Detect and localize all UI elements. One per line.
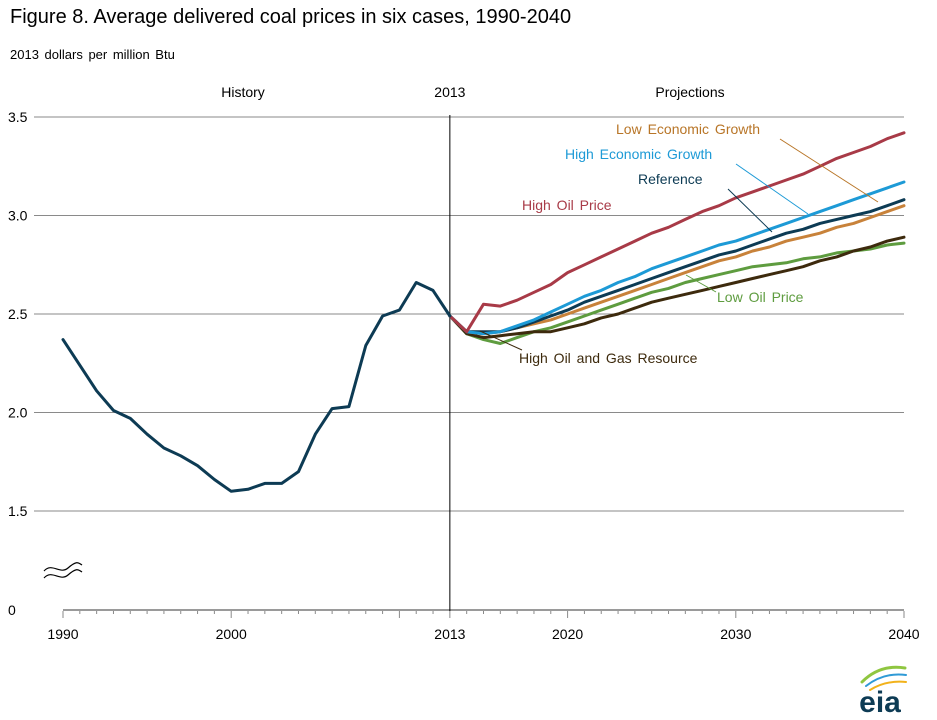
- logo-swoosh-yellow: [869, 680, 907, 691]
- chart-title: Figure 8. Average delivered coal prices …: [10, 6, 572, 28]
- x-tick-label: 2020: [552, 626, 583, 642]
- x-tick-label: 2000: [216, 626, 247, 642]
- series-labels: Low Economic Growth High Economic Growth R…: [479, 121, 879, 366]
- leader-line-low-oil-price: [685, 274, 717, 293]
- leader-line-reference: [727, 188, 773, 233]
- x-tick-label: 2030: [720, 626, 751, 642]
- logo-text: eia: [859, 686, 901, 719]
- y-tick-label: 2.5: [8, 306, 28, 322]
- series-line-history: [61, 281, 452, 493]
- series-label-high-oil-price: High Oil Price: [522, 197, 612, 213]
- x-tick-label: 2013: [434, 626, 465, 642]
- y-axis-ticks: 0 1.5 2.0 2.5 3.0 3.5: [8, 109, 28, 618]
- y-axis-unit-label: 2013 dollars per million Btu: [10, 47, 175, 62]
- x-tick-label: 1990: [47, 626, 78, 642]
- projections-label: Projections: [655, 84, 724, 100]
- logo-swoosh-green: [860, 665, 907, 684]
- eia-logo: eia: [859, 665, 907, 719]
- series-line-high-oil-price: [448, 131, 906, 334]
- series-label-high-economic-growth: High Economic Growth: [565, 146, 712, 162]
- y-tick-label: 2.0: [8, 405, 28, 421]
- y-tick-label: 3.0: [8, 208, 28, 224]
- leader-line-high-oil-and-gas-resource: [479, 330, 523, 351]
- y-tick-label: 0: [8, 602, 16, 618]
- x-axis: 1990 2000 2013 2020 2030 2040: [47, 609, 920, 642]
- gridlines: [34, 116, 904, 512]
- leader-line-low-economic-growth: [779, 138, 879, 203]
- period-labels: History 2013 Projections: [221, 84, 724, 100]
- series-label-high-oil-and-gas-resource: High Oil and Gas Resource: [519, 350, 698, 366]
- axis-break-wave-bottom: [43, 569, 83, 579]
- history-label: History: [221, 84, 265, 100]
- axis-break-icon: [43, 562, 83, 579]
- series-lines: [61, 131, 906, 493]
- series-line-reference: [448, 198, 906, 334]
- x-tick-label: 2040: [888, 626, 919, 642]
- logo-swoosh-blue: [865, 673, 907, 687]
- series-label-low-oil-price: Low Oil Price: [717, 289, 804, 305]
- series-line-high-oil-and-gas-resource: [448, 235, 906, 340]
- series-line-high-economic-growth: [448, 180, 906, 336]
- leader-line-high-economic-growth: [735, 163, 809, 215]
- axis-break-wave-top: [43, 562, 83, 572]
- y-tick-label: 3.5: [8, 109, 28, 125]
- series-label-low-economic-growth: Low Economic Growth: [616, 121, 760, 137]
- y-tick-label: 1.5: [8, 503, 28, 519]
- divider-year-label: 2013: [434, 84, 465, 100]
- series-line-low-oil-price: [448, 241, 906, 345]
- series-label-reference: Reference: [638, 171, 703, 187]
